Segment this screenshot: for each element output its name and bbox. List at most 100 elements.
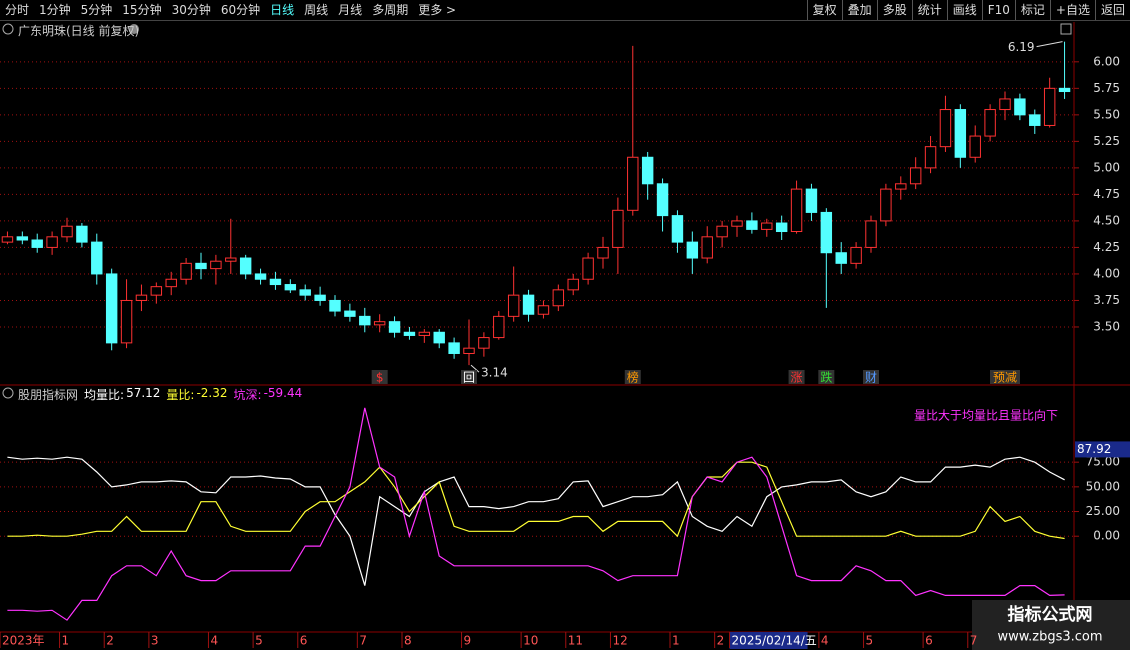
candle-body bbox=[835, 252, 847, 264]
toolbar: 分时 1分钟 5分钟 15分钟 30分钟 60分钟 日线 周线 月线 多周期 更多 > 复权 叠加 多股统… bbox=[0, 0, 1130, 21]
toolbar-item[interactable]: 15分钟 bbox=[122, 3, 162, 17]
event-box bbox=[990, 370, 1020, 384]
toolbar-button[interactable]: 返回 bbox=[1094, 0, 1130, 20]
candle-body bbox=[135, 294, 148, 301]
candle-body bbox=[1, 236, 14, 243]
event-label: 涨 bbox=[791, 370, 803, 385]
y-tick-label: 5.00 bbox=[1093, 160, 1120, 174]
x-tick-label: 5 bbox=[255, 634, 263, 648]
event-label: $ bbox=[376, 371, 384, 385]
candle-body bbox=[790, 188, 803, 233]
y-tick-label: 3.50 bbox=[1093, 319, 1120, 333]
candle-body bbox=[418, 331, 431, 336]
candle-body bbox=[686, 241, 699, 259]
candle-body bbox=[582, 257, 594, 280]
candle-body bbox=[463, 347, 475, 354]
toolbar-button[interactable]: +自选 bbox=[1049, 0, 1095, 20]
x-tick-label: 10 bbox=[523, 634, 538, 648]
candle-body bbox=[165, 278, 177, 288]
candle-body bbox=[1029, 114, 1041, 126]
toolbar-item[interactable]: 60分钟 bbox=[220, 3, 261, 17]
icon bbox=[129, 24, 139, 34]
annotation-arrow bbox=[1036, 41, 1063, 48]
candle-body bbox=[91, 241, 103, 275]
event-label: 跌 bbox=[820, 370, 832, 385]
legend-name: 坑深: bbox=[233, 388, 262, 402]
candle-body bbox=[701, 236, 713, 259]
toolbar-button[interactable]: 标记 bbox=[1014, 0, 1050, 20]
candle-body bbox=[359, 315, 371, 326]
icon bbox=[2, 23, 14, 35]
candle-body bbox=[478, 337, 490, 349]
toolbar-button[interactable]: 叠加 bbox=[841, 0, 877, 20]
y-tick-label: 4.25 bbox=[1093, 240, 1120, 254]
toolbar-item[interactable]: 分时 bbox=[5, 3, 30, 17]
candle-body bbox=[909, 167, 922, 185]
candle-body bbox=[761, 222, 773, 230]
toolbar-item[interactable]: 月线 bbox=[338, 3, 363, 17]
event-label: 回 bbox=[463, 371, 475, 385]
candle-body bbox=[567, 278, 579, 291]
indicator-title: 股朋指标网 bbox=[18, 388, 79, 402]
toolbar-button[interactable]: 画线 bbox=[946, 0, 982, 20]
candle-body bbox=[388, 321, 401, 333]
annotation-arrow bbox=[470, 364, 480, 373]
toolbar-button[interactable]: 多股 bbox=[876, 0, 912, 20]
candle-body bbox=[731, 220, 743, 227]
candle-body bbox=[61, 225, 73, 238]
toolbar-button[interactable]: 复权 bbox=[806, 0, 842, 20]
cursor-value-box bbox=[1075, 441, 1130, 458]
candle-body bbox=[656, 183, 669, 217]
candle-body bbox=[537, 305, 550, 315]
y-tick-label: 5.50 bbox=[1093, 107, 1120, 121]
candle-body bbox=[284, 284, 297, 291]
x-tick-label: 3 bbox=[151, 634, 159, 648]
candle-body bbox=[984, 109, 996, 137]
x-tick-label: 1 bbox=[62, 634, 70, 648]
toolbar-item[interactable]: 更多 > bbox=[418, 3, 457, 17]
y-tick-label: 5.75 bbox=[1093, 81, 1120, 95]
y-tick-label: 75.00 bbox=[1086, 455, 1120, 469]
candle-body bbox=[597, 246, 609, 259]
candle-body bbox=[76, 225, 88, 243]
x-tick-label: 5 bbox=[866, 634, 874, 648]
y-tick-label: 4.00 bbox=[1093, 266, 1120, 280]
candle-body bbox=[373, 321, 386, 326]
candle-body bbox=[954, 109, 967, 158]
candle-body bbox=[716, 225, 728, 238]
candle-body bbox=[1014, 98, 1026, 116]
candle-body bbox=[805, 188, 818, 213]
max-label: 6.19 bbox=[1008, 40, 1035, 54]
indicator-line bbox=[7, 456, 1065, 586]
candle-body bbox=[225, 257, 237, 262]
x-tick-label: 2 bbox=[106, 634, 114, 648]
toolbar-item[interactable]: 多周期 bbox=[372, 3, 409, 17]
toolbar-item[interactable]: 周线 bbox=[304, 3, 329, 17]
candle-body bbox=[507, 294, 520, 317]
candle-body bbox=[627, 156, 639, 211]
candle-body bbox=[403, 331, 416, 336]
candle-body bbox=[329, 299, 341, 312]
candle-body bbox=[210, 260, 222, 270]
y-tick-label: 0.00 bbox=[1093, 529, 1120, 543]
x-tick-label: 7 bbox=[970, 634, 978, 648]
event-box bbox=[371, 370, 388, 384]
legend-value: -2.32 bbox=[196, 386, 228, 400]
candle-body bbox=[180, 262, 192, 280]
candle-body bbox=[746, 220, 758, 230]
toolbar-item[interactable]: 日线 bbox=[270, 3, 295, 17]
toolbar-button[interactable]: F10 bbox=[981, 0, 1015, 20]
toolbar-item[interactable]: 1分钟 bbox=[39, 3, 71, 17]
candle-body bbox=[150, 286, 163, 296]
candle-body bbox=[433, 331, 445, 344]
min-label: 3.14 bbox=[481, 366, 508, 380]
y-tick-label: 25.00 bbox=[1086, 504, 1120, 518]
legend-name: 均量比: bbox=[84, 388, 125, 402]
price-header: 广东明珠(日线 前复权) bbox=[18, 22, 139, 39]
event-box bbox=[818, 370, 835, 384]
cursor-category-box bbox=[729, 632, 808, 649]
toolbar-item[interactable]: 5分钟 bbox=[80, 3, 113, 17]
toolbar-button[interactable]: 统计 bbox=[911, 0, 947, 20]
toolbar-item[interactable]: 30分钟 bbox=[171, 3, 211, 17]
candle-body bbox=[314, 294, 326, 301]
